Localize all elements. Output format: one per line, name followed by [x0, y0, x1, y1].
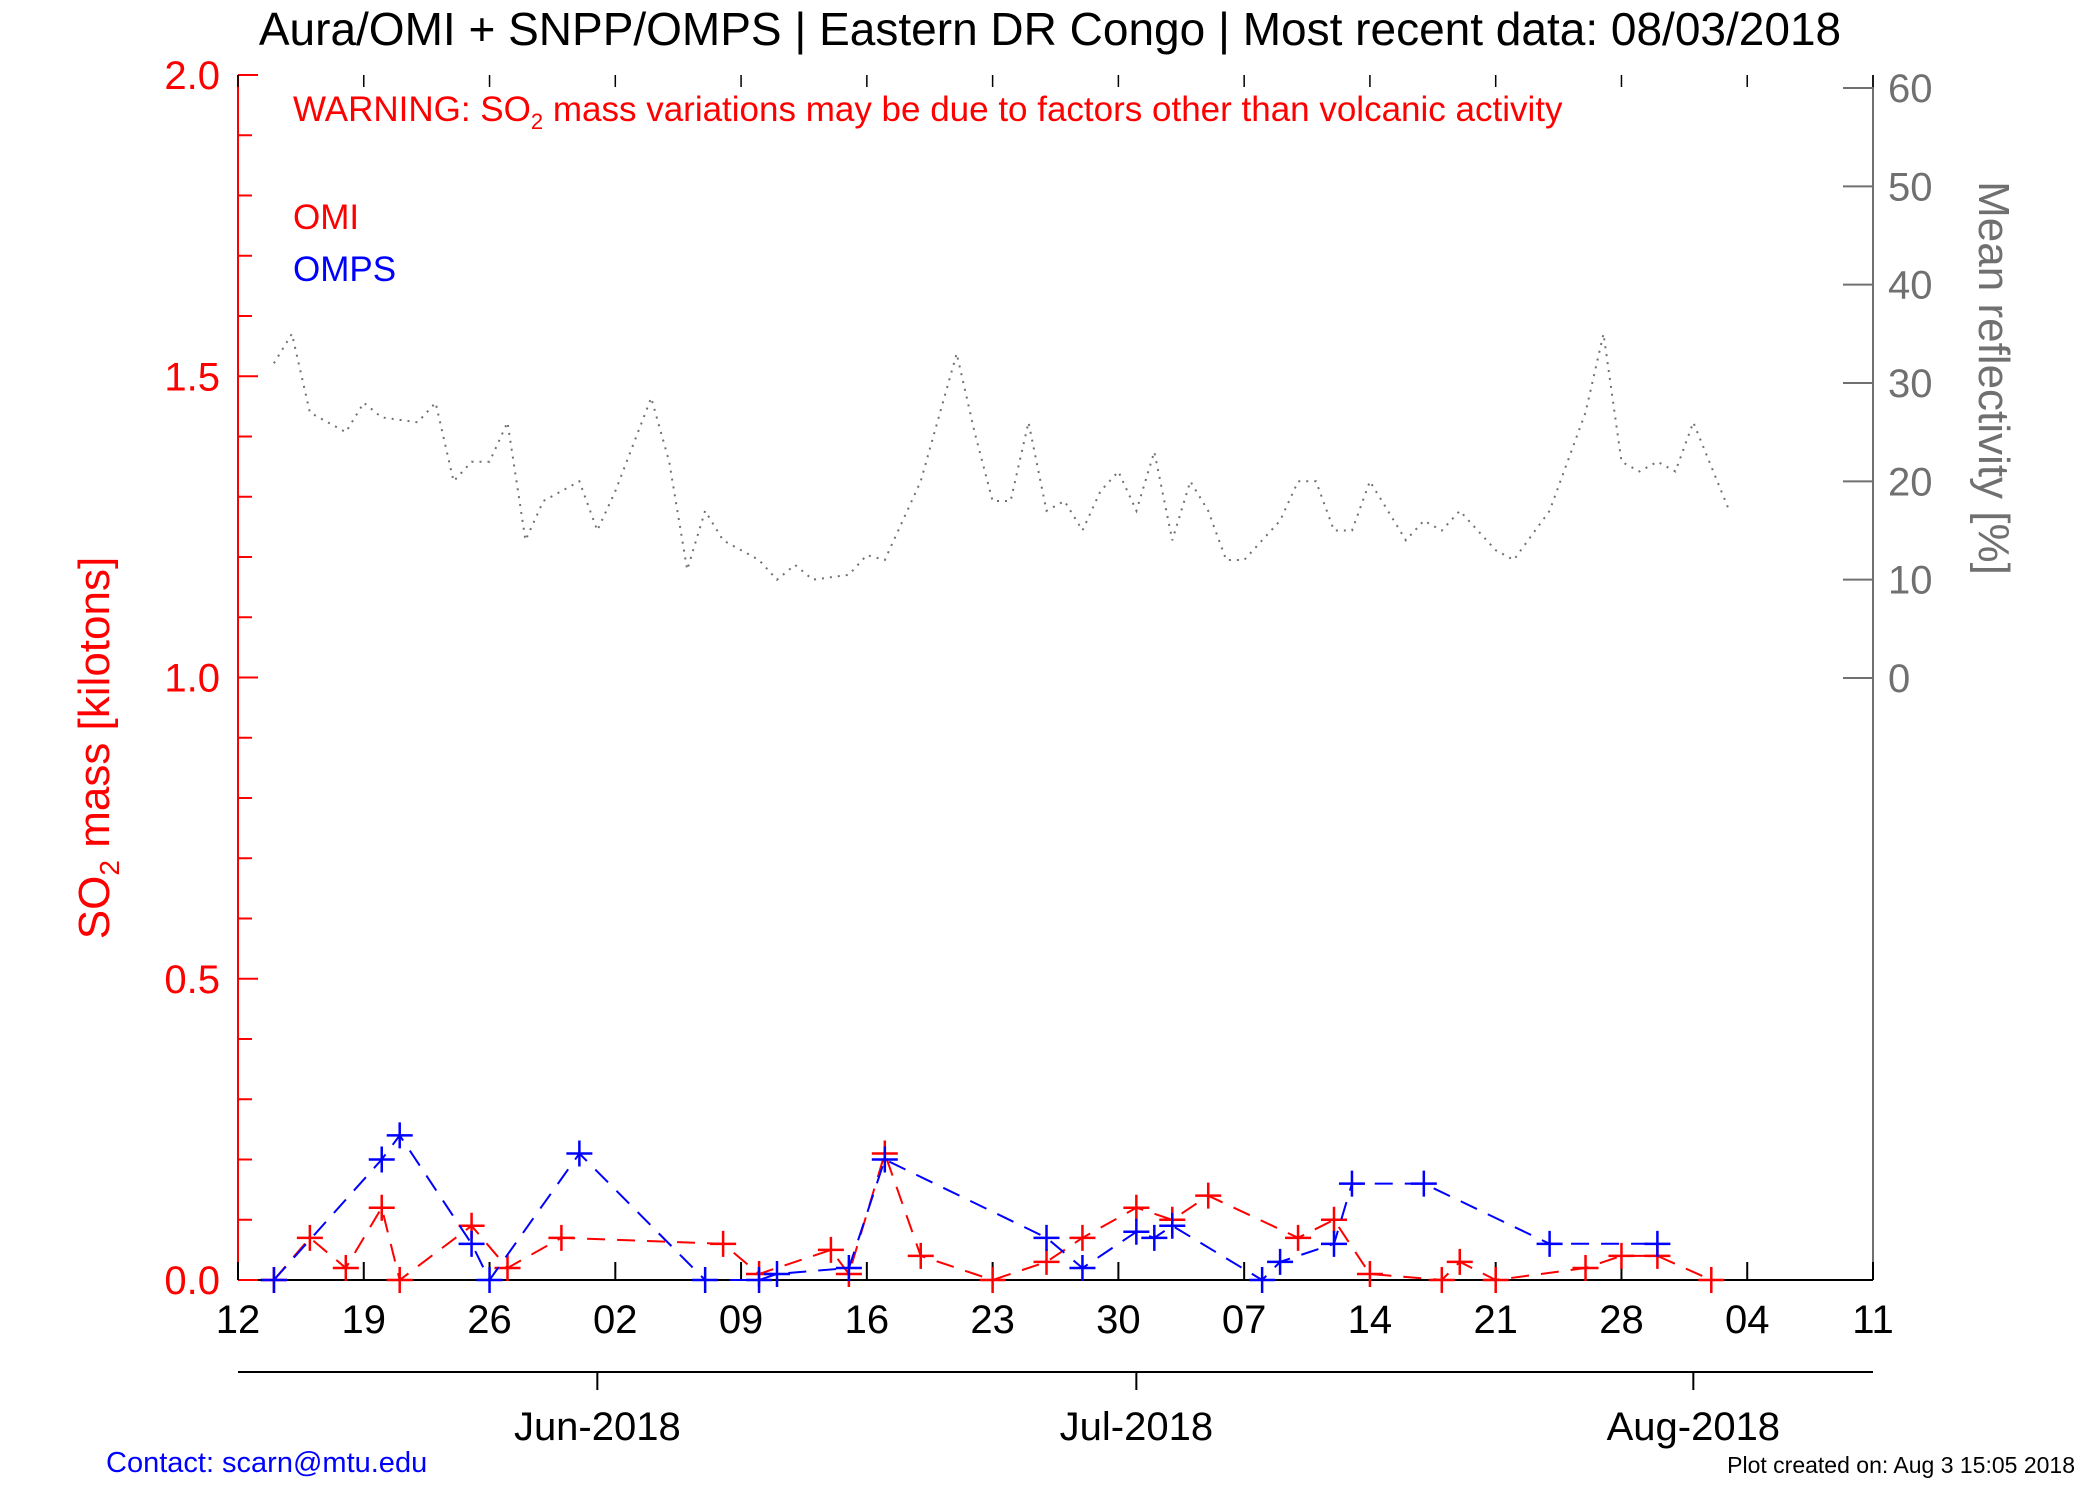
omi-data-point — [979, 1267, 1006, 1293]
mean-reflectivity-series-line — [273, 331, 1731, 582]
y-label-suffix: mass [kilotons] — [70, 556, 120, 861]
x-tick-label: 14 — [1348, 1298, 1393, 1342]
y-label-prefix: SO — [70, 875, 120, 940]
y-label-subscript: 2 — [93, 860, 125, 876]
x-tick-label: 04 — [1725, 1298, 1770, 1342]
contact-link[interactable]: Contact: scarn@mtu.edu — [106, 1447, 428, 1479]
plot-created-text: Plot created on: Aug 3 15:05 2018 — [1727, 1452, 2075, 1478]
legend-item-omps: OMPS — [293, 250, 397, 289]
y2-tick-label: 40 — [1888, 264, 1933, 308]
omps-data-point — [1410, 1170, 1437, 1197]
x-tick-label: 12 — [216, 1298, 261, 1342]
x-tick-label: 26 — [467, 1298, 512, 1342]
omi-data-point — [1572, 1254, 1599, 1281]
omi-data-point — [907, 1242, 934, 1269]
y2-axis-label: Mean reflectivity [%] — [1969, 181, 2018, 575]
omps-data-point — [368, 1146, 395, 1173]
omps-data-point — [458, 1230, 485, 1257]
omps-data-point — [1033, 1224, 1060, 1251]
omps-data-point — [1536, 1230, 1563, 1257]
omps-data-point — [1267, 1248, 1294, 1275]
y2-tick-label: 10 — [1888, 559, 1933, 603]
omps-data-point — [1159, 1212, 1186, 1239]
omi-data-point — [1482, 1267, 1509, 1293]
x-tick-label: 02 — [593, 1298, 638, 1342]
x-tick-label: 07 — [1222, 1298, 1267, 1342]
y-tick-label: 2.0 — [164, 54, 220, 98]
legend-item-omi: OMI — [293, 198, 360, 237]
omps-data-point — [692, 1267, 719, 1293]
x-tick-label: 09 — [719, 1298, 764, 1342]
omps-data-point — [566, 1140, 593, 1167]
omps-data-point — [386, 1122, 413, 1149]
omi-data-point — [1285, 1224, 1312, 1251]
omi-data-point — [1428, 1267, 1455, 1293]
y-tick-label: 0.5 — [164, 958, 220, 1002]
y2-tick-label: 20 — [1888, 460, 1933, 504]
month-tick-label: Jun-2018 — [514, 1405, 681, 1449]
omps-data-point — [1338, 1170, 1365, 1197]
x-tick-label: 23 — [970, 1298, 1015, 1342]
warning-text: WARNING: SO2 mass variations may be due … — [293, 90, 1562, 135]
y-tick-label: 0.0 — [164, 1259, 220, 1303]
omps-data-point — [1249, 1267, 1276, 1293]
omi-data-point — [1069, 1224, 1096, 1251]
omi-data-point — [1698, 1267, 1725, 1293]
y2-tick-label: 50 — [1888, 165, 1933, 209]
omps-data-point — [476, 1267, 503, 1293]
y-tick-label: 1.5 — [164, 355, 220, 399]
omps-data-point — [1069, 1254, 1096, 1281]
omi-data-point — [296, 1224, 323, 1251]
omi-data-point — [548, 1224, 575, 1251]
omi-data-point — [817, 1236, 844, 1263]
y-tick-label: 1.0 — [164, 657, 220, 701]
omi-data-point — [710, 1230, 737, 1257]
chart-title: Aura/OMI + SNPP/OMPS | Eastern DR Congo … — [258, 3, 1842, 55]
omi-data-point — [1320, 1206, 1347, 1233]
omi-data-point — [1123, 1194, 1150, 1221]
omps-data-point — [835, 1254, 862, 1281]
omps-data-point — [764, 1260, 791, 1287]
x-tick-label: 30 — [1096, 1298, 1141, 1342]
y2-tick-label: 30 — [1888, 362, 1933, 406]
warning-subscript: 2 — [530, 109, 544, 134]
y-axis-label: SO2 mass [kilotons] — [70, 557, 126, 939]
omi-data-point — [386, 1267, 413, 1293]
omi-data-point — [1608, 1242, 1635, 1269]
omi-series-line — [273, 1150, 1712, 1282]
omps-data-point — [746, 1267, 773, 1293]
omps-data-point — [1141, 1224, 1168, 1251]
y2-tick-label: 0 — [1888, 657, 1910, 701]
x-tick-label: 21 — [1473, 1298, 1518, 1342]
omps-data-point — [1123, 1218, 1150, 1245]
omps-data-point — [871, 1146, 898, 1173]
omps-series-line — [273, 1133, 1658, 1282]
month-tick-label: Aug-2018 — [1607, 1405, 1780, 1449]
omi-data-point — [332, 1254, 359, 1281]
month-tick-label: Jul-2018 — [1060, 1405, 1213, 1449]
y2-tick-label: 60 — [1888, 67, 1933, 111]
warning-prefix: WARNING: SO — [293, 90, 531, 129]
legend: OMI OMPS — [293, 192, 396, 296]
omi-data-point — [1195, 1182, 1222, 1209]
x-tick-label: 11 — [1852, 1298, 1894, 1342]
omps-data-point — [1644, 1230, 1671, 1257]
x-tick-label: 19 — [342, 1298, 387, 1342]
x-tick-label: 28 — [1599, 1298, 1644, 1342]
warning-suffix: mass variations may be due to factors ot… — [543, 90, 1563, 129]
omi-data-point — [1356, 1260, 1383, 1287]
omps-data-point — [260, 1267, 287, 1293]
omi-data-point — [1446, 1248, 1473, 1275]
omps-data-point — [1320, 1230, 1347, 1257]
omi-data-point — [368, 1194, 395, 1221]
x-tick-label: 16 — [845, 1298, 890, 1342]
omi-data-point — [1033, 1248, 1060, 1275]
